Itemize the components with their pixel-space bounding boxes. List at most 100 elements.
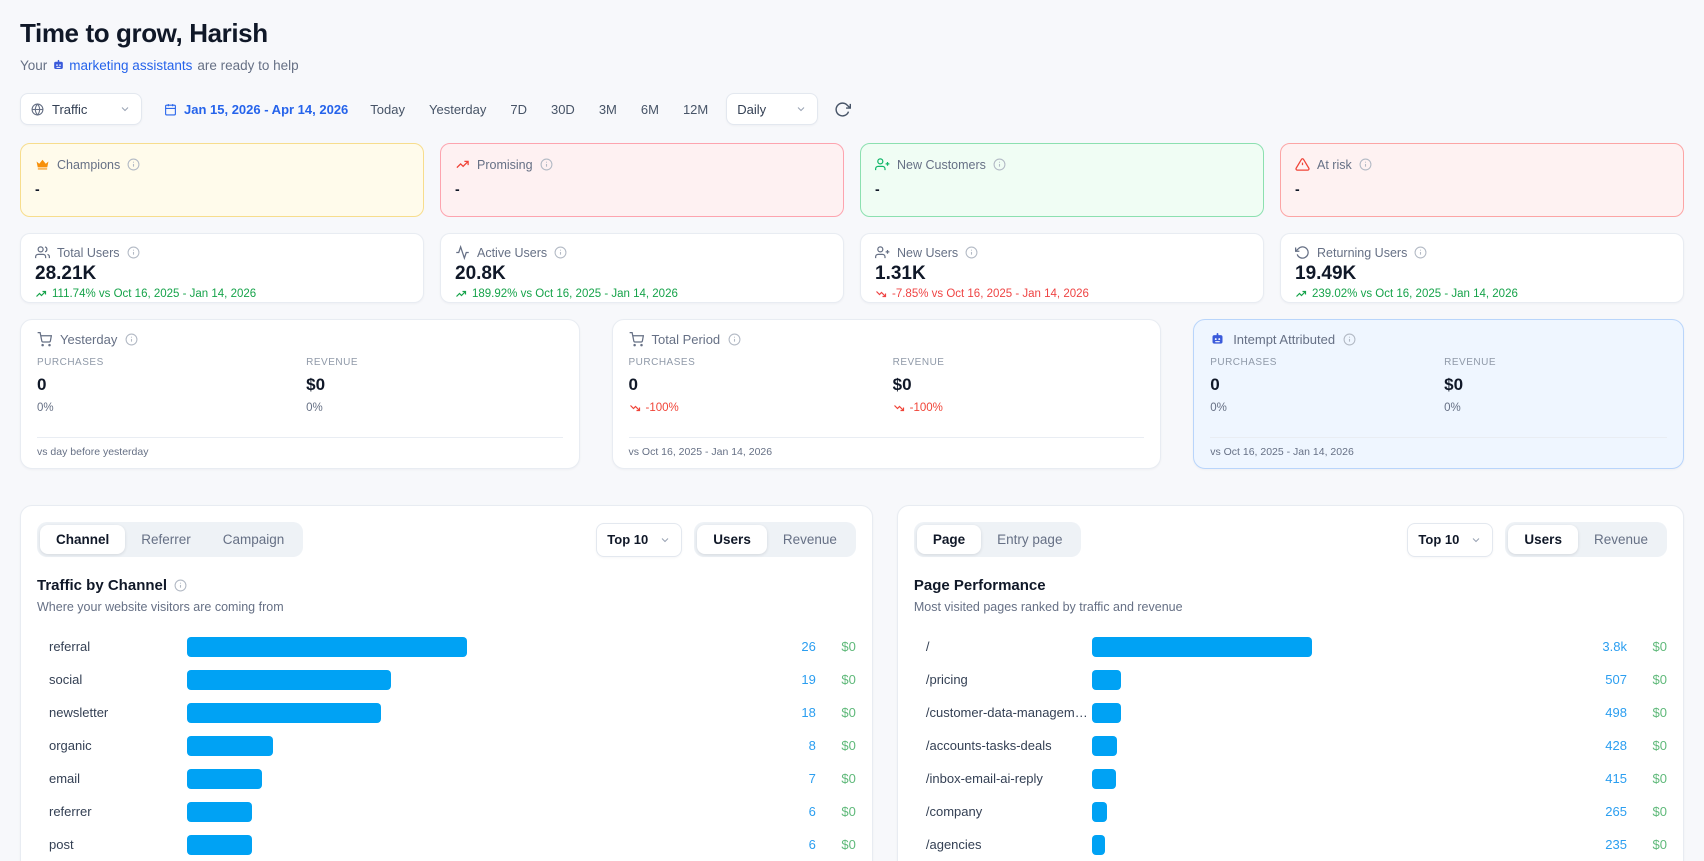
- tab-campaign[interactable]: Campaign: [207, 525, 301, 554]
- info-icon[interactable]: [1359, 158, 1372, 171]
- chart-row[interactable]: referral 26 $0: [37, 630, 856, 663]
- toggle-users[interactable]: Users: [1508, 525, 1578, 554]
- metric-select[interactable]: Traffic: [20, 93, 142, 125]
- revenue-kpi: REVENUE $0 0%: [306, 357, 562, 414]
- chevron-down-icon: [119, 103, 131, 115]
- info-icon[interactable]: [965, 246, 978, 259]
- chart-row[interactable]: /inbox-email-ai-reply 415 $0: [914, 762, 1667, 795]
- row-users-value: 19: [801, 672, 816, 687]
- bar[interactable]: [187, 834, 252, 855]
- row-label: /agencies: [925, 837, 982, 852]
- returning-users-card[interactable]: Returning Users 19.49K 239.02% vs Oct 16…: [1280, 233, 1684, 303]
- bar[interactable]: [187, 735, 274, 756]
- row-revenue-value: $0: [1652, 705, 1667, 720]
- info-icon[interactable]: [540, 158, 553, 171]
- bar[interactable]: [187, 636, 467, 657]
- promising-card[interactable]: Promising -: [440, 143, 844, 217]
- bar[interactable]: [187, 768, 263, 789]
- info-icon[interactable]: [554, 246, 567, 259]
- chevron-down-icon: [1470, 534, 1482, 546]
- kpi-trend-text: -100%: [645, 402, 679, 414]
- bar[interactable]: [1091, 669, 1122, 690]
- trending-up-icon: [455, 157, 470, 172]
- range-yesterday-button[interactable]: Yesterday: [429, 101, 487, 117]
- range-30d-button[interactable]: 30D: [550, 101, 575, 117]
- info-icon[interactable]: [127, 158, 140, 171]
- revenue-kpi: REVENUE $0 -100%: [893, 357, 1145, 414]
- chart-row[interactable]: /customer-data-management 498 $0: [914, 696, 1667, 729]
- bar[interactable]: [1091, 768, 1116, 789]
- total-users-card[interactable]: Total Users 28.21K 111.74% vs Oct 16, 20…: [20, 233, 424, 303]
- granularity-select[interactable]: Daily: [726, 93, 819, 125]
- chart-row[interactable]: organic 8 $0: [37, 729, 856, 762]
- toggle-revenue[interactable]: Revenue: [1578, 525, 1664, 554]
- top-n-select[interactable]: Top 10: [1407, 522, 1494, 557]
- intempt-attributed-card[interactable]: Intempt Attributed PURCHASES 0 0% REVENU…: [1193, 319, 1684, 469]
- info-icon[interactable]: [174, 579, 187, 592]
- chart-row[interactable]: referrer 6 $0: [37, 795, 856, 828]
- bar-track: [187, 669, 770, 690]
- divider: [37, 437, 563, 438]
- tab-channel[interactable]: Channel: [40, 525, 126, 554]
- info-icon[interactable]: [728, 333, 741, 346]
- bar[interactable]: [1091, 636, 1312, 657]
- segment-card-label: New Customers: [897, 157, 986, 172]
- tab-page[interactable]: Page: [916, 525, 982, 554]
- trend-up-icon: [35, 288, 47, 300]
- champions-card[interactable]: Champions -: [20, 143, 424, 217]
- range-6m-button[interactable]: 6M: [640, 101, 659, 117]
- chart-row[interactable]: /agencies 235 $0: [914, 828, 1667, 861]
- date-range-value: Jan 15, 2026 - Apr 14, 2026: [184, 101, 349, 117]
- purchase-card-title: Intempt Attributed: [1233, 332, 1336, 347]
- range-7d-button[interactable]: 7D: [510, 101, 527, 117]
- range-3m-button[interactable]: 3M: [598, 101, 617, 117]
- chart-row[interactable]: /company 265 $0: [914, 795, 1667, 828]
- new-customers-card[interactable]: New Customers -: [860, 143, 1264, 217]
- marketing-assistants-link[interactable]: marketing assistants: [52, 58, 192, 73]
- panel-title: Traffic by Channel: [37, 577, 168, 594]
- chart-row[interactable]: /accounts-tasks-deals 428 $0: [914, 729, 1667, 762]
- toggle-revenue[interactable]: Revenue: [767, 525, 853, 554]
- top-n-select[interactable]: Top 10: [596, 522, 683, 557]
- tab-referrer[interactable]: Referrer: [125, 525, 207, 554]
- chart-row[interactable]: newsletter 18 $0: [37, 696, 856, 729]
- bar-track: [187, 768, 770, 789]
- chart-row[interactable]: email 7 $0: [37, 762, 856, 795]
- date-range-picker[interactable]: Jan 15, 2026 - Apr 14, 2026: [164, 102, 348, 117]
- info-icon[interactable]: [125, 333, 138, 346]
- row-users-value: 3.8k: [1602, 639, 1627, 654]
- tab-entry-page[interactable]: Entry page: [981, 525, 1078, 554]
- refresh-button[interactable]: [834, 101, 852, 118]
- page-title: Time to grow, Harish: [20, 18, 268, 48]
- users-revenue-toggle: Users Revenue: [1505, 522, 1667, 557]
- info-icon[interactable]: [1343, 333, 1356, 346]
- row-label: organic: [49, 738, 92, 753]
- info-icon[interactable]: [993, 158, 1006, 171]
- traffic-by-channel-panel: Channel Referrer Campaign Top 10 Users R…: [20, 505, 873, 861]
- row-revenue-value: $0: [841, 804, 856, 819]
- metric-label: Total Users: [57, 245, 120, 260]
- info-icon[interactable]: [127, 246, 140, 259]
- info-icon[interactable]: [1414, 246, 1427, 259]
- bar[interactable]: [1091, 735, 1117, 756]
- new-users-card[interactable]: New Users 1.31K -7.85% vs Oct 16, 2025 -…: [860, 233, 1264, 303]
- range-today-button[interactable]: Today: [370, 101, 405, 117]
- purchase-card-title: Yesterday: [60, 332, 118, 347]
- yesterday-card[interactable]: Yesterday PURCHASES 0 0% REVENUE $0 0% v…: [20, 319, 580, 469]
- chart-row[interactable]: /pricing 507 $0: [914, 663, 1667, 696]
- bar[interactable]: [1091, 801, 1108, 822]
- bar[interactable]: [1091, 834, 1106, 855]
- chart-row[interactable]: social 19 $0: [37, 663, 856, 696]
- range-12m-button[interactable]: 12M: [682, 101, 709, 117]
- total-period-card[interactable]: Total Period PURCHASES 0 -100% REVENUE $…: [611, 319, 1162, 469]
- row-label: email: [49, 771, 81, 786]
- chart-row[interactable]: post 6 $0: [37, 828, 856, 861]
- bar[interactable]: [187, 669, 392, 690]
- toggle-users[interactable]: Users: [697, 525, 767, 554]
- active-users-card[interactable]: Active Users 20.8K 189.92% vs Oct 16, 20…: [440, 233, 844, 303]
- chart-row[interactable]: / 3.8k $0: [914, 630, 1667, 663]
- bar[interactable]: [187, 801, 252, 822]
- bar[interactable]: [187, 702, 381, 723]
- bar[interactable]: [1091, 702, 1121, 723]
- at-risk-card[interactable]: At risk -: [1280, 143, 1684, 217]
